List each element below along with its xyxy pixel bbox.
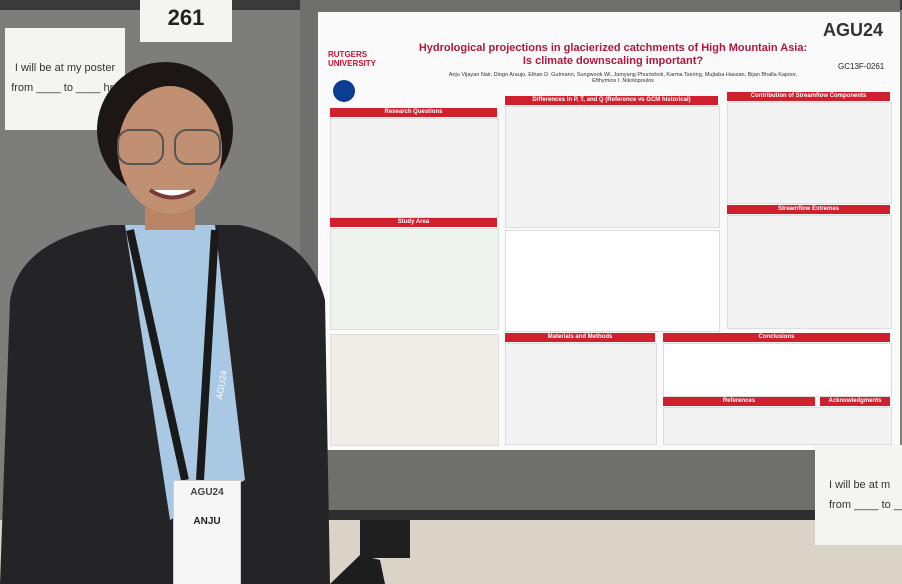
data-table: [330, 334, 499, 446]
shirt: [125, 225, 245, 520]
bar-figures: [727, 102, 892, 204]
passerby-legs: [360, 520, 410, 558]
sign-line: I will be at m: [829, 479, 891, 491]
poster-title: Hydrological projections in glacierized …: [418, 42, 808, 67]
sign-line: from ____ to ____ hrs: [11, 82, 119, 94]
glasses: [117, 129, 164, 165]
section-body: [330, 118, 499, 218]
nasa-logo: [333, 80, 355, 102]
section-header: Materials and Methods: [505, 333, 655, 342]
section-header: Differences in P, T, and Q (Reference vs…: [505, 96, 718, 105]
sign-line: from ____ to ___: [829, 499, 902, 511]
person: AGU24: [0, 62, 330, 584]
poster-authors: Anju Vijayan Nair, Diogo Araujo, Ethan D…: [448, 72, 798, 84]
poster: RUTGERS UNIVERSITY Hydrological projecti…: [318, 12, 900, 450]
methods-figure: [505, 343, 657, 445]
figure-grid: [505, 106, 720, 228]
section-header: Streamflow Extremes: [727, 205, 890, 214]
section-header: Research Questions: [330, 108, 497, 117]
face: [118, 86, 222, 214]
poster-conference: AGU24: [823, 20, 884, 40]
section-header: Contribution of Streamflow Components: [727, 92, 890, 101]
section-header: References: [663, 397, 815, 406]
text-block: [505, 230, 720, 332]
name-badge: AGU24 ANJU: [173, 480, 241, 584]
right-sign: I will be at m from ____ to ___: [815, 445, 902, 545]
section-header: Conclusions: [663, 333, 890, 342]
passerby-shoe: [330, 555, 385, 584]
sign-line: I will be at my poster: [14, 62, 116, 74]
section-header: Acknowledgments: [820, 397, 890, 406]
lanyard-strap: [126, 229, 219, 481]
badge-name: ANJU: [193, 516, 221, 527]
extremes-figures: [727, 215, 892, 329]
map-figure: [330, 228, 499, 330]
badge-conference: AGU24: [190, 487, 224, 498]
references-body: [663, 407, 892, 445]
glasses: [174, 129, 221, 165]
section-header: Study Area: [330, 218, 497, 227]
poster-institution: RUTGERS UNIVERSITY: [328, 50, 377, 68]
smile: [148, 188, 197, 200]
booth-number: 261: [140, 0, 232, 42]
abstract-id: GC13F-0261: [838, 62, 885, 71]
conclusions-body: [663, 343, 892, 397]
